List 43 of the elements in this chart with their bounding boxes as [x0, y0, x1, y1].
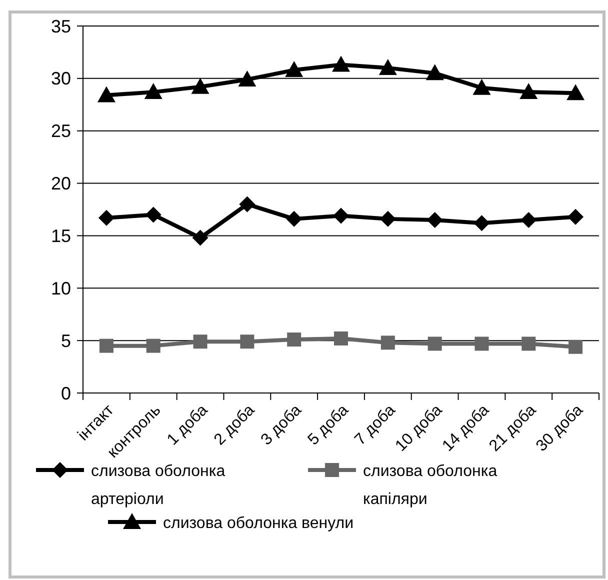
- legend-label: слизова оболонка капіляри: [363, 463, 498, 508]
- point: [287, 332, 302, 347]
- point: [333, 208, 349, 224]
- y-tick-label: 30: [50, 68, 71, 89]
- point: [97, 86, 116, 102]
- point: [522, 336, 536, 351]
- point: [238, 70, 256, 86]
- point: [426, 64, 444, 80]
- point: [520, 83, 538, 100]
- point: [474, 336, 489, 351]
- point: [426, 212, 443, 228]
- point: [380, 210, 396, 227]
- y-tick-label: 5: [60, 330, 71, 351]
- y-tick-label: 25: [50, 121, 71, 142]
- point: [332, 56, 350, 72]
- point: [192, 230, 208, 246]
- point: [240, 334, 254, 349]
- y-tick-label: 20: [50, 174, 71, 194]
- point: [144, 83, 162, 100]
- point: [378, 58, 397, 75]
- point: [191, 78, 210, 94]
- point: [286, 210, 302, 227]
- point: [285, 61, 304, 78]
- point: [568, 208, 584, 225]
- point: [474, 215, 490, 232]
- point: [99, 338, 114, 353]
- point: [145, 206, 162, 223]
- y-tick-label: 10: [50, 278, 71, 298]
- y-tick-label: 0: [60, 383, 71, 404]
- point: [193, 334, 208, 349]
- point: [380, 336, 395, 350]
- point: [98, 210, 114, 226]
- point: [239, 196, 256, 212]
- point: [428, 336, 442, 351]
- legend-label: слизова оболонка венули: [163, 515, 354, 532]
- point: [568, 340, 583, 354]
- point: [334, 331, 348, 346]
- point: [520, 212, 537, 228]
- point: [146, 338, 160, 353]
- y-tick-label: 35: [50, 16, 71, 36]
- point: [566, 84, 585, 100]
- y-tick-label: 15: [50, 226, 71, 246]
- point: [472, 78, 491, 95]
